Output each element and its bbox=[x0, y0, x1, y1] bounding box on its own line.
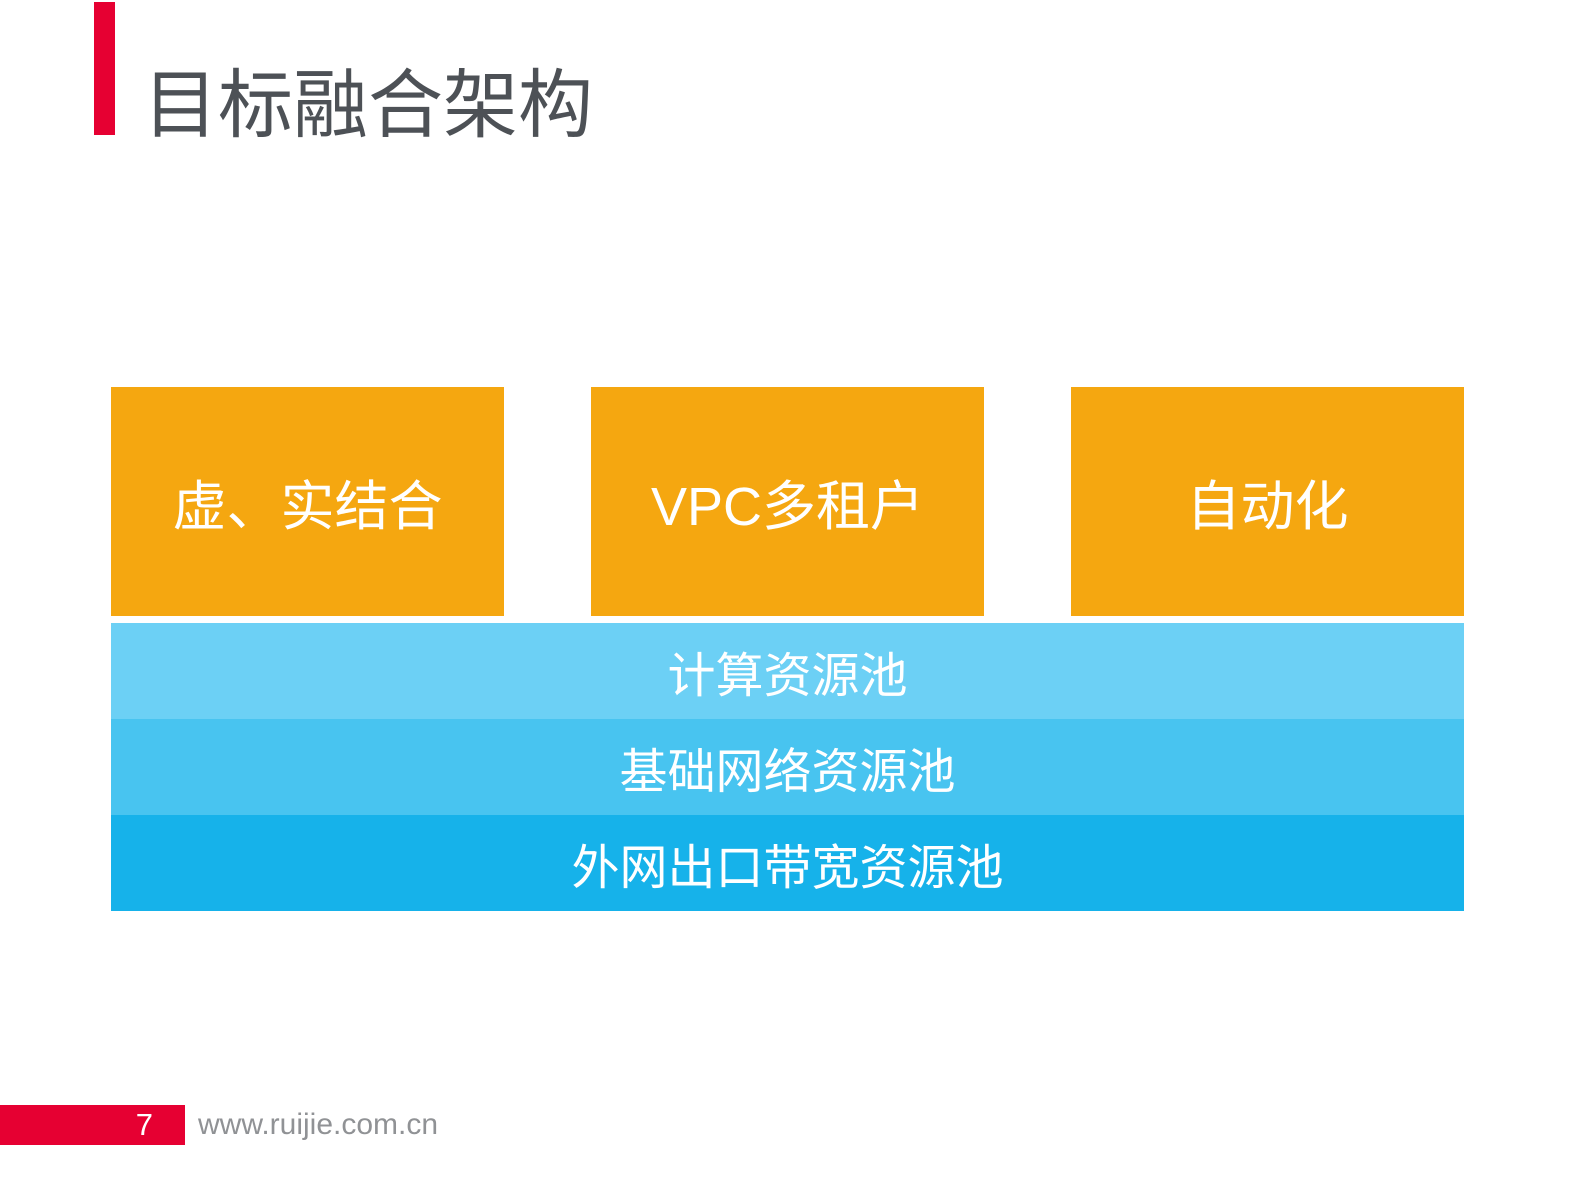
layer-external-bandwidth-resource-pool: 外网出口带宽资源池 bbox=[111, 815, 1464, 911]
page-number: 7 bbox=[135, 1107, 153, 1142]
pillar-vpc-multi-tenant: VPC多租户 bbox=[591, 387, 984, 616]
pillar-automation: 自动化 bbox=[1071, 387, 1464, 616]
title-accent-bar bbox=[94, 2, 115, 135]
page-number-box: 7 bbox=[0, 1105, 185, 1145]
layer-label: 基础网络资源池 bbox=[619, 746, 956, 799]
resource-layer-stack: 计算资源池 基础网络资源池 外网出口带宽资源池 bbox=[111, 623, 1464, 911]
layer-basic-network-resource-pool: 基础网络资源池 bbox=[111, 719, 1464, 815]
pillar-row: 虚、实结合 VPC多租户 自动化 bbox=[111, 387, 1464, 616]
layer-compute-resource-pool: 计算资源池 bbox=[111, 623, 1464, 719]
layer-label: 外网出口带宽资源池 bbox=[571, 842, 1004, 895]
layer-label: 计算资源池 bbox=[667, 650, 908, 703]
website-url: www.ruijie.com.cn bbox=[198, 1108, 439, 1141]
pillar-virtual-physical-integration: 虚、实结合 bbox=[111, 387, 504, 616]
architecture-diagram: 虚、实结合 VPC多租户 自动化 计算资源池 基础网络资源池 外网出口带宽资源池 bbox=[111, 387, 1464, 911]
pillar-label: VPC多租户 bbox=[650, 477, 925, 537]
pillar-label: 虚、实结合 bbox=[172, 477, 443, 537]
pillar-label: 自动化 bbox=[1186, 477, 1349, 537]
page-title: 目标融合架构 bbox=[143, 63, 594, 147]
